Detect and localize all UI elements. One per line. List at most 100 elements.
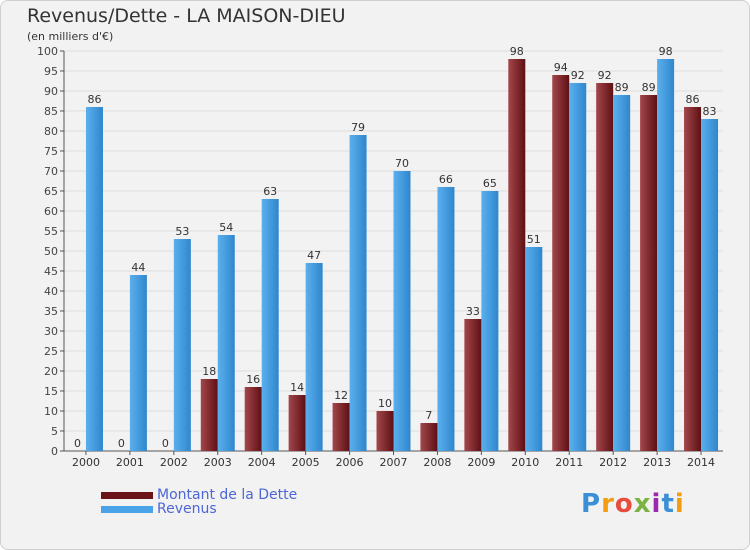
bar-dette	[508, 59, 526, 451]
x-tick-label: 2009	[467, 456, 495, 469]
legend-item-dette: Montant de la Dette	[101, 487, 297, 503]
bar-revenus	[173, 239, 191, 451]
data-label-dette: 98	[510, 45, 524, 58]
data-label-revenus: 70	[395, 157, 409, 170]
x-tick-label: 2012	[599, 456, 627, 469]
data-label-dette: 89	[642, 81, 656, 94]
y-tick-label: 40	[44, 285, 58, 298]
bar-revenus	[261, 199, 279, 451]
data-label-revenus: 63	[263, 185, 277, 198]
data-label-revenus: 53	[175, 225, 189, 238]
data-label-revenus: 51	[527, 233, 541, 246]
bar-revenus	[481, 191, 499, 451]
x-tick-label: 2014	[687, 456, 715, 469]
proxiti-logo: Proxiti	[581, 489, 685, 519]
data-label-dette: 0	[118, 437, 125, 450]
legend-swatch-revenus	[101, 505, 153, 513]
bar-dette	[640, 95, 658, 451]
bar-revenus	[129, 275, 147, 451]
x-tick-label: 2013	[643, 456, 671, 469]
chart-subtitle: (en milliers d'€)	[27, 30, 114, 43]
data-label-dette: 86	[686, 93, 700, 106]
data-label-revenus: 66	[439, 173, 453, 186]
x-tick-label: 2000	[72, 456, 100, 469]
x-tick-label: 2006	[336, 456, 364, 469]
data-label-dette: 92	[598, 69, 612, 82]
bar-revenus	[613, 95, 631, 451]
data-label-revenus: 44	[131, 261, 145, 274]
bar-dette	[684, 107, 702, 451]
y-tick-label: 65	[44, 185, 58, 198]
y-tick-label: 50	[44, 245, 58, 258]
data-label-revenus: 65	[483, 177, 497, 190]
bar-revenus	[701, 119, 719, 451]
data-label-revenus: 86	[87, 93, 101, 106]
x-tick-label: 2005	[292, 456, 320, 469]
data-label-dette: 0	[74, 437, 81, 450]
logo-letter: i	[651, 489, 662, 519]
bar-dette	[200, 379, 218, 451]
bar-dette	[376, 411, 394, 451]
data-label-revenus: 47	[307, 249, 321, 262]
logo-letter: P	[581, 489, 602, 519]
bar-revenus	[349, 135, 367, 451]
x-tick-label: 2008	[423, 456, 451, 469]
bar-revenus	[305, 263, 323, 451]
bar-revenus	[217, 235, 235, 451]
data-label-dette: 12	[334, 389, 348, 402]
legend-label-revenus: Revenus	[157, 501, 217, 517]
data-label-dette: 10	[378, 397, 392, 410]
data-label-dette: 18	[202, 365, 216, 378]
logo-letter: r	[601, 489, 615, 519]
data-label-revenus: 83	[703, 105, 717, 118]
y-tick-label: 35	[44, 305, 58, 318]
chart-title: Revenus/Dette - LA MAISON-DIEU	[27, 5, 346, 27]
bar-revenus	[393, 171, 411, 451]
logo-letter: o	[614, 489, 634, 519]
bar-revenus	[85, 107, 103, 451]
y-tick-label: 5	[51, 425, 58, 438]
y-tick-label: 30	[44, 325, 58, 338]
bar-revenus	[437, 187, 455, 451]
bar-dette	[332, 403, 350, 451]
y-tick-label: 10	[44, 405, 58, 418]
bar-dette	[596, 83, 614, 451]
y-tick-label: 15	[44, 385, 58, 398]
y-tick-label: 70	[44, 165, 58, 178]
y-tick-label: 85	[44, 105, 58, 118]
bar-dette	[244, 387, 262, 451]
logo-letter: i	[674, 489, 685, 519]
data-label-dette: 14	[290, 381, 304, 394]
y-tick-label: 0	[51, 445, 58, 458]
y-tick-label: 20	[44, 365, 58, 378]
x-tick-label: 2011	[555, 456, 583, 469]
data-label-dette: 16	[246, 373, 260, 386]
bar-revenus	[657, 59, 675, 451]
y-tick-label: 55	[44, 225, 58, 238]
data-label-revenus: 54	[219, 221, 233, 234]
data-label-dette: 33	[466, 305, 480, 318]
data-label-dette: 94	[554, 61, 568, 74]
y-tick-label: 90	[44, 85, 58, 98]
legend-item-revenus: Revenus	[101, 501, 217, 517]
legend-label-dette: Montant de la Dette	[157, 487, 298, 503]
data-label-revenus: 89	[615, 81, 629, 94]
x-tick-label: 2007	[380, 456, 408, 469]
x-tick-label: 2001	[116, 456, 144, 469]
bar-dette	[552, 75, 570, 451]
legend-swatch-dette	[101, 491, 153, 499]
data-label-revenus: 79	[351, 121, 365, 134]
bar-revenus	[569, 83, 587, 451]
bar-dette	[464, 319, 482, 451]
y-tick-label: 100	[37, 45, 58, 58]
logo-letter: t	[661, 489, 675, 519]
bar-dette	[420, 423, 438, 451]
bar-dette	[288, 395, 306, 451]
x-tick-label: 2004	[248, 456, 276, 469]
x-tick-label: 2003	[204, 456, 232, 469]
x-tick-label: 2010	[511, 456, 539, 469]
data-label-revenus: 92	[571, 69, 585, 82]
logo-letter: x	[633, 489, 652, 519]
bar-revenus	[525, 247, 543, 451]
